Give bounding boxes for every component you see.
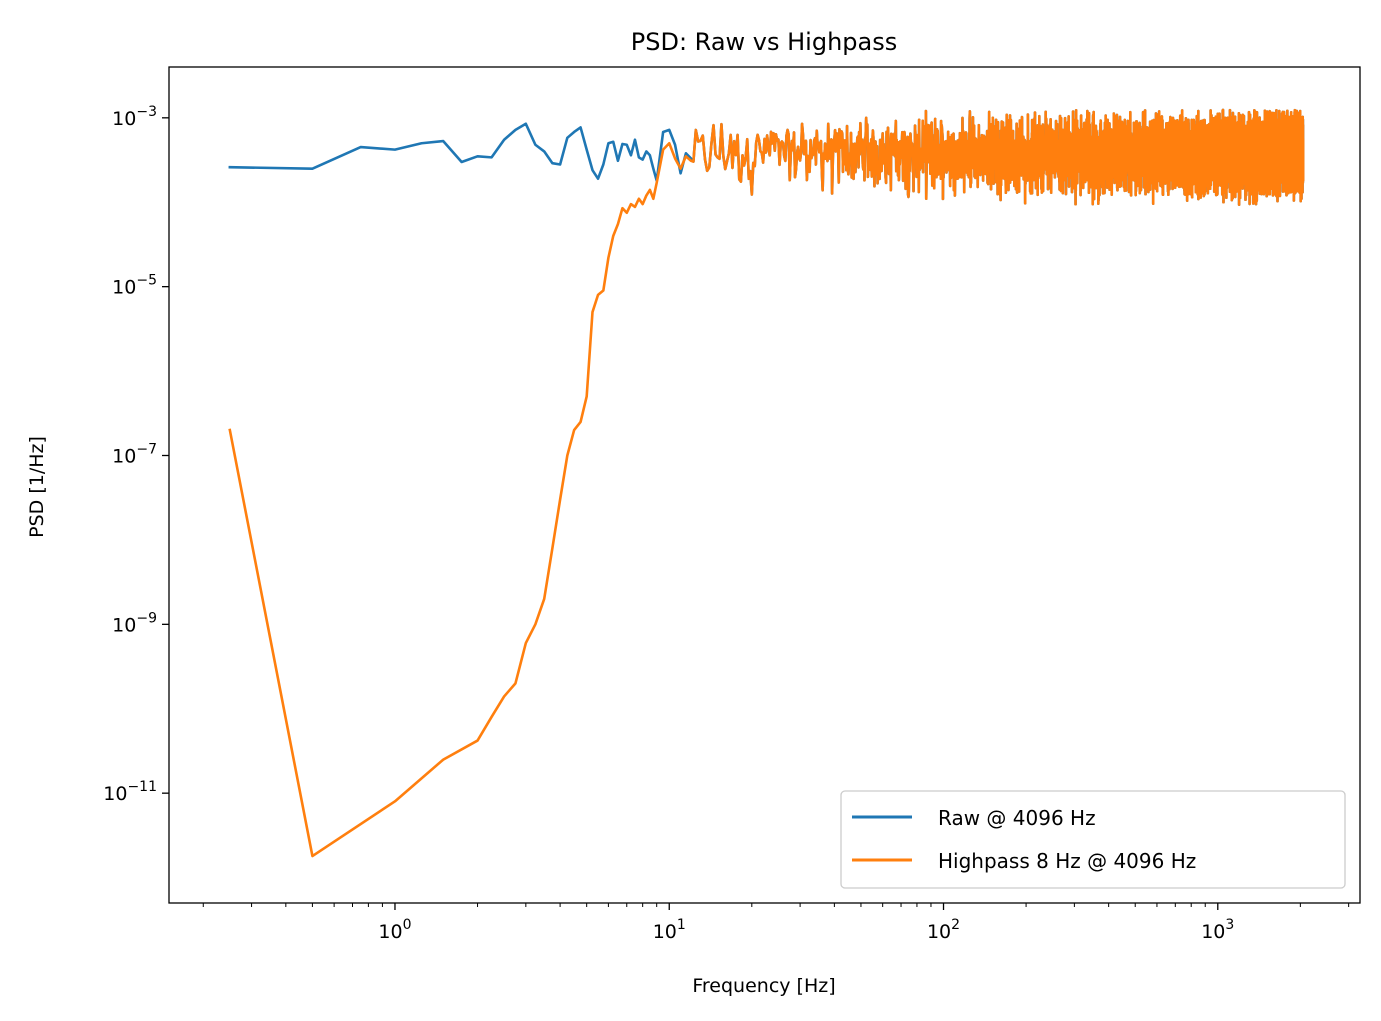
y-tick-exp: −3	[136, 104, 157, 120]
x-tick-label: 100	[378, 917, 411, 943]
x-tick-base: 10	[927, 921, 951, 943]
y-tick-label: 10−7	[112, 441, 157, 467]
x-tick-exp: 3	[1225, 917, 1234, 933]
y-axis: 10−310−510−710−910−11	[103, 104, 169, 805]
axes-frame	[168, 66, 1361, 904]
legend-highpass-label: Highpass 8 Hz @ 4096 Hz	[938, 849, 1196, 873]
y-tick-label: 10−9	[112, 610, 157, 636]
x-tick-exp: 0	[403, 917, 412, 933]
x-axis: 100 101 102 103	[378, 903, 1234, 943]
y-tick-exp: −5	[136, 273, 157, 289]
chart-title: PSD: Raw vs Highpass	[631, 28, 897, 56]
y-tick-exp: −11	[127, 779, 157, 795]
y-tick-exp: −9	[136, 610, 157, 626]
y-tick-base: 10	[103, 783, 127, 805]
x-tick-base: 10	[653, 921, 677, 943]
y-tick-base: 10	[112, 445, 136, 467]
y-tick-exp: −7	[136, 441, 157, 457]
y-tick-label: 10−5	[112, 273, 157, 299]
x-tick-label: 103	[1201, 917, 1234, 943]
y-tick-base: 10	[112, 614, 136, 636]
legend-raw-label: Raw @ 4096 Hz	[938, 806, 1096, 830]
x-tick-base: 10	[1201, 921, 1225, 943]
legend: Raw @ 4096 Hz Highpass 8 Hz @ 4096 Hz	[840, 790, 1346, 889]
x-tick-label: 101	[653, 917, 686, 943]
plot-area	[228, 108, 1305, 858]
y-tick-base: 10	[112, 108, 136, 130]
highpass-series-line	[228, 108, 1305, 858]
legend-box	[840, 790, 1346, 889]
x-tick-exp: 2	[951, 917, 960, 933]
x-minor-ticks	[202, 903, 1350, 907]
y-tick-base: 10	[112, 277, 136, 299]
y-tick-label: 10−3	[112, 104, 157, 130]
x-tick-label: 102	[927, 917, 960, 943]
x-tick-base: 10	[378, 921, 402, 943]
y-axis-label: PSD [1/Hz]	[26, 436, 48, 538]
x-axis-label: Frequency [Hz]	[692, 975, 835, 997]
y-tick-label: 10−11	[103, 779, 157, 805]
x-tick-exp: 1	[677, 917, 686, 933]
